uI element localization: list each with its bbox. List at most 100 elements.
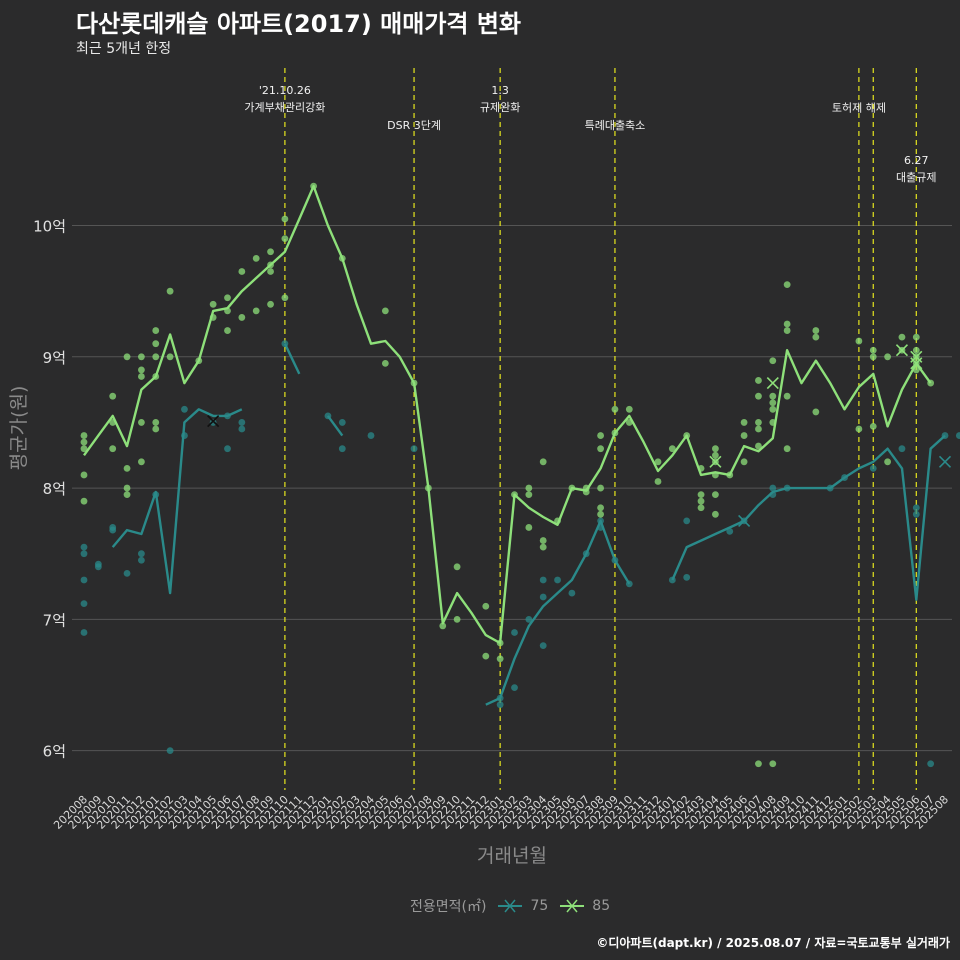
data-point-75 [338,419,346,426]
data-point-85 [453,615,461,623]
data-point-85 [267,300,274,308]
data-point-85 [812,333,820,341]
data-point-85 [166,353,174,361]
data-point-85 [238,268,246,275]
data-point-85 [597,445,604,453]
data-point-75 [123,570,131,577]
data-point-75 [554,576,561,584]
series-line-75 [111,408,243,595]
data-point-85 [166,287,174,295]
legend: 전용면적(㎡) 75 85 [410,896,620,916]
data-point-85 [611,405,619,413]
data-point-85 [267,248,274,256]
cross-marker-85 [709,455,722,468]
data-point-85 [654,478,662,485]
data-point-85 [712,451,719,459]
data-point-85 [869,422,877,430]
data-point-75 [539,576,547,584]
data-point-85 [238,314,246,321]
data-point-85 [898,333,906,341]
data-point-85 [453,563,461,571]
data-point-85 [755,760,762,768]
data-point-85 [740,419,748,426]
data-point-75 [898,445,906,453]
data-point-85 [597,432,604,439]
data-point-75 [912,504,920,512]
data-point-85 [252,254,260,262]
data-point-75 [109,524,117,531]
data-point-85 [755,419,762,426]
data-point-85 [597,510,604,518]
data-point-75 [525,615,533,623]
data-point-85 [525,491,533,499]
data-point-85 [539,537,547,544]
data-point-85 [712,510,719,518]
data-point-85 [80,432,88,439]
data-point-85 [884,458,891,466]
data-point-75 [238,419,246,426]
data-point-75 [80,543,88,551]
legend-title: 전용면적(㎡) [410,899,487,915]
data-point-75 [927,760,935,768]
data-point-85 [209,300,217,308]
data-point-85 [80,445,88,453]
y-tick-label: 9억 [43,349,66,367]
data-point-75 [138,550,145,558]
data-point-85 [884,353,891,361]
data-point-85 [281,235,289,243]
data-point-85 [769,405,777,413]
data-point-85 [123,353,131,361]
series-line-75 [485,519,631,706]
series-75 [80,340,960,768]
cross-marker-75 [938,455,952,468]
data-point-75 [912,510,920,518]
source-caption: ©디아파트(dapt.kr) / 2025.08.07 / 자료=국토교통부 실… [596,936,950,950]
data-point-85 [80,438,88,446]
data-point-85 [109,392,117,400]
data-point-85 [123,491,131,499]
data-point-75 [238,425,246,433]
series-line-75 [283,343,301,375]
data-point-75 [683,517,691,525]
data-point-85 [755,377,762,384]
event-label: DSR 3단계 [387,119,441,132]
data-point-85 [697,491,705,499]
data-point-75 [869,464,877,472]
data-point-85 [783,281,791,288]
data-point-75 [683,573,691,581]
legend-key-85 [560,899,585,913]
event-label: '21.10.26 [259,84,311,97]
series-line-75 [326,415,344,437]
data-point-85 [783,445,791,453]
data-point-85 [496,655,504,663]
event-label: 토허제 해제 [832,101,886,115]
data-point-85 [625,405,633,413]
data-point-85 [654,458,662,466]
legend-key-75 [498,899,523,913]
data-point-75 [166,747,174,755]
data-point-75 [511,684,518,692]
data-point-85 [281,294,289,302]
data-point-75 [224,445,231,453]
data-point-85 [869,346,877,354]
data-point-85 [152,327,160,334]
event-label: 6.27 [904,154,929,167]
data-point-85 [740,458,748,466]
data-point-75 [539,642,547,649]
data-point-85 [80,497,88,505]
legend-label-75: 75 [530,898,549,914]
cross-marker-85 [910,350,923,363]
cross-marker-85 [766,376,779,390]
cross-marker-85 [895,344,909,357]
data-point-85 [869,353,877,361]
data-point-85 [597,484,604,492]
data-point-75 [80,600,88,607]
data-point-85 [123,464,131,472]
cross-marker-75 [738,514,751,527]
event-label: 규제완화 [480,101,520,114]
data-point-85 [281,215,289,223]
data-point-85 [855,337,863,345]
data-point-85 [755,442,762,450]
x-axis-title: 거래년월 [477,845,547,867]
